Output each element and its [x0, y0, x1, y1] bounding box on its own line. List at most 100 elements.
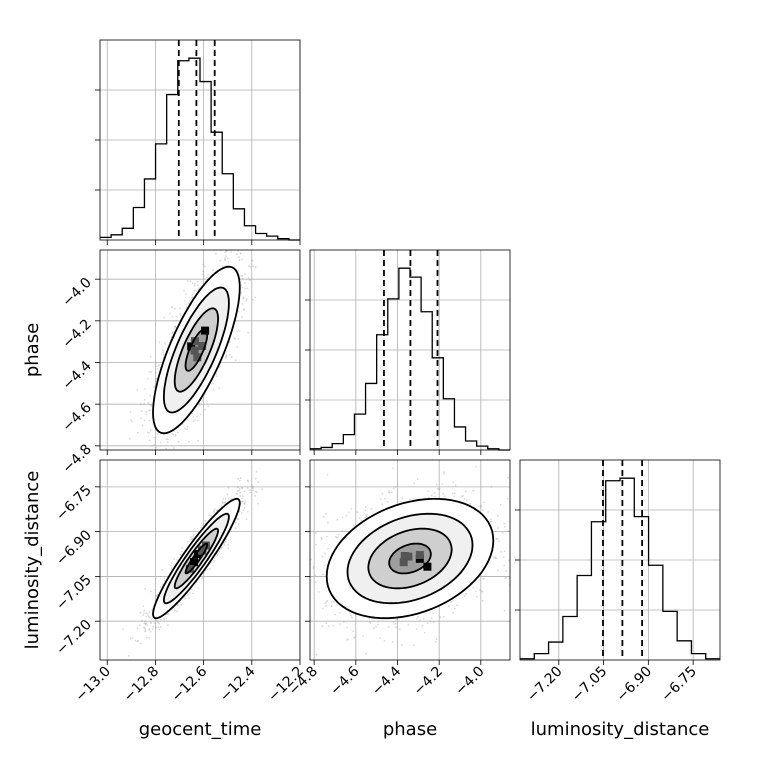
scatter-point: [386, 501, 389, 503]
scatter-point: [246, 487, 249, 489]
scatter-point: [174, 307, 176, 310]
scatter-point: [142, 605, 145, 608]
scatter-point: [149, 429, 152, 431]
scatter-point: [165, 438, 168, 440]
scatter-point: [321, 555, 324, 558]
scatter-point: [149, 616, 152, 619]
scatter-point: [122, 628, 124, 631]
scatter-point: [187, 593, 190, 596]
scatter-point: [453, 492, 456, 494]
scatter-point: [193, 289, 196, 292]
scatter-point: [497, 527, 499, 529]
scatter-point: [239, 477, 242, 479]
scatter-point: [512, 511, 514, 513]
scatter-point: [479, 505, 482, 508]
scatter-point: [136, 431, 139, 434]
contour-line-0: [184, 542, 209, 575]
scatter-point: [200, 526, 203, 529]
scatter-point: [129, 637, 132, 640]
scatter-point: [326, 535, 328, 538]
scatter-point: [220, 547, 223, 550]
scatter-point: [251, 259, 254, 262]
scatter-point: [444, 495, 446, 498]
scatter-point: [237, 523, 240, 526]
scatter-point: [479, 589, 481, 592]
scatter-point: [148, 371, 151, 373]
scatter-point: [224, 259, 226, 261]
scatter-point: [174, 435, 177, 437]
scatter-point: [192, 420, 195, 423]
scatter-point: [144, 620, 147, 623]
scatter-point: [500, 551, 502, 553]
scatter-point: [502, 556, 505, 558]
scatter-point: [174, 451, 176, 453]
scatter-point: [241, 487, 244, 489]
panel-frame: [99, 459, 301, 661]
scatter-point: [247, 277, 250, 279]
scatter-point: [190, 536, 192, 538]
scatter-point: [170, 452, 172, 454]
scatter-point: [224, 357, 227, 359]
scatter-point: [248, 279, 251, 281]
scatter-point: [247, 480, 250, 483]
scatter-point: [158, 628, 161, 631]
scatter-point: [173, 430, 175, 433]
scatter-point: [146, 431, 149, 434]
scatter-point: [241, 316, 243, 318]
scatter-point: [317, 591, 320, 593]
scatter-point: [400, 644, 403, 646]
scatter-point: [227, 261, 230, 263]
scatter-point: [243, 309, 245, 311]
scatter-point: [218, 387, 221, 390]
scatter-point: [213, 511, 216, 514]
scatter-point: [212, 382, 215, 385]
scatter-point: [365, 514, 368, 517]
scatter-point: [192, 592, 194, 595]
scatter-point: [186, 425, 189, 428]
scatter-point: [163, 618, 166, 621]
scatter-point: [234, 527, 237, 530]
scatter-point: [191, 293, 194, 296]
scatter-point: [180, 603, 183, 606]
scatter-point: [234, 359, 237, 362]
scatter-point: [225, 354, 228, 357]
scatter-point: [513, 553, 515, 555]
scatter-point: [237, 518, 240, 521]
scatter-point: [160, 452, 162, 454]
scatter-point: [465, 499, 468, 502]
scatter-point: [501, 532, 504, 534]
scatter-point: [377, 620, 380, 623]
scatter-point: [176, 431, 179, 434]
scatter-point: [215, 375, 218, 377]
scatter-point: [157, 626, 160, 628]
panel-frame: [99, 249, 301, 451]
scatter-point: [159, 626, 162, 628]
scatter-point: [335, 536, 338, 539]
scatter-point: [387, 489, 390, 492]
scatter-point: [159, 618, 162, 621]
scatter-point: [145, 612, 148, 615]
scatter-point: [197, 440, 199, 442]
scatter-point: [163, 579, 166, 582]
scatter-point: [475, 595, 478, 598]
scatter-point: [241, 274, 244, 277]
scatter-point: [240, 503, 243, 505]
scatter-point: [143, 419, 146, 422]
scatter-point: [146, 613, 149, 615]
scatter-point: [432, 612, 434, 615]
scatter-point: [235, 246, 237, 248]
scatter-point: [164, 342, 167, 344]
contour-line-1: [173, 527, 220, 590]
scatter-point: [148, 629, 151, 631]
scatter-point: [472, 586, 475, 589]
scatter-point: [240, 500, 243, 503]
scatter-point: [364, 506, 367, 508]
scatter-point: [175, 319, 178, 322]
scatter-point: [245, 246, 247, 248]
scatter-point: [186, 540, 189, 543]
scatter-point: [158, 341, 161, 344]
scatter-point: [147, 401, 150, 404]
scatter-point: [238, 259, 241, 261]
scatter-point: [463, 498, 466, 500]
scatter-point: [212, 269, 215, 272]
